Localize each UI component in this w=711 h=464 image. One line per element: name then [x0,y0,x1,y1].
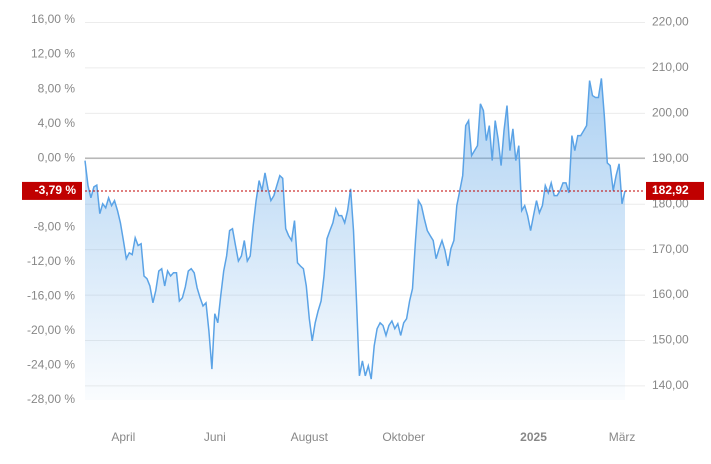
last-change-box [22,181,82,200]
x-tick-label: April [111,430,135,444]
y-tick-label: -16,00 % [27,289,75,303]
y-tick-label: -12,00 % [27,254,75,268]
x-tick-label: 2025 [520,430,547,444]
y2-tick-label: 140,00 [652,378,689,392]
y2-tick-label: 220,00 [652,15,689,29]
y-tick-label: -8,00 % [34,219,76,233]
y2-tick-label: 150,00 [652,333,689,347]
y-tick-label: -24,00 % [27,358,75,372]
y-tick-label: 8,00 % [38,81,76,95]
last-change-label: -3,79 % [35,183,77,197]
x-tick-label: März [609,430,636,444]
line [84,78,626,380]
x-tick-label: Oktober [382,430,425,444]
y-tick-label: 12,00 % [31,47,75,61]
x-tick-label: August [291,430,329,444]
y2-tick-label: 210,00 [652,60,689,74]
y2-tick-label: 160,00 [652,287,689,301]
y-tick-label: 16,00 % [31,12,75,26]
last-price-box [646,181,704,200]
last-price-label: 182,92 [652,183,689,197]
area [85,78,625,401]
y2-tick-label: 170,00 [652,242,689,256]
y-tick-label: -28,00 % [27,392,75,406]
y2-tick-label: 200,00 [652,106,689,120]
y-tick-label: -20,00 % [27,323,75,337]
y-tick-label: 0,00 % [38,150,76,164]
y2-tick-label: 190,00 [652,151,689,165]
x-tick-label: Juni [204,430,226,444]
y-tick-label: 4,00 % [38,116,76,130]
